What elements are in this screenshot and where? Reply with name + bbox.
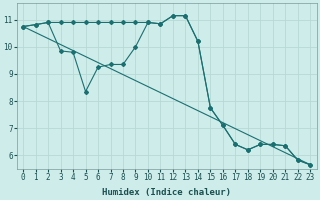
X-axis label: Humidex (Indice chaleur): Humidex (Indice chaleur) (102, 188, 231, 197)
